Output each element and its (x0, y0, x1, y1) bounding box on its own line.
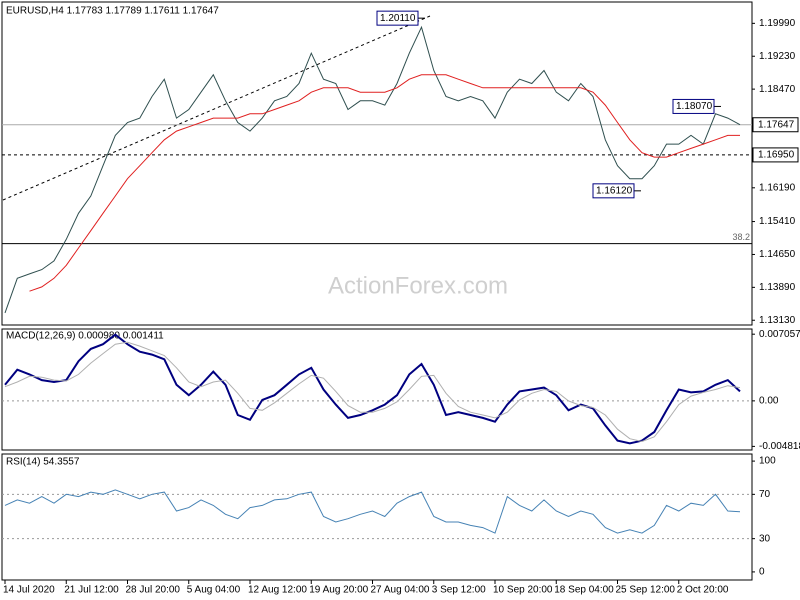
y-tick-label: 70 (759, 489, 771, 500)
x-tick-label: 27 Aug 04:00 (371, 585, 430, 596)
y-tick-label: 1.16190 (759, 182, 796, 193)
main-panel (1, 1, 753, 326)
x-tick-label: 14 Jul 2020 (3, 585, 55, 596)
macd-title: MACD(12,26,9) 0.000980 0.001411 (6, 331, 164, 342)
series-line (29, 74, 740, 292)
fib-label: 38.2 (732, 232, 750, 242)
y-tick-label: 30 (759, 533, 771, 544)
macd-panel (1, 328, 753, 451)
series-line (4, 341, 741, 443)
y-tick-label: 1.18470 (759, 84, 796, 95)
annotation-label: 1.18070 (676, 101, 713, 112)
current-price-box (752, 117, 799, 133)
support-label: 1.16950 (758, 150, 795, 161)
y-tick-label: -0.004818 (759, 441, 800, 452)
y-tick-label: 0.007057 (759, 329, 800, 340)
annotation-label: 1.16120 (596, 185, 633, 196)
annotation-box (592, 183, 635, 199)
x-tick-label: 18 Sep 04:00 (554, 585, 614, 596)
x-tick-label: 25 Sep 12:00 (616, 585, 676, 596)
y-tick-label: 1.15410 (759, 216, 796, 227)
x-tick-label: 12 Aug 12:00 (248, 585, 307, 596)
x-tick-label: 5 Aug 04:00 (187, 585, 241, 596)
support-box (752, 147, 799, 163)
x-tick-label: 2 Oct 20:00 (677, 585, 729, 596)
x-tick-label: 10 Sep 20:00 (493, 585, 553, 596)
x-tick-label: 3 Sep 12:00 (432, 585, 486, 596)
y-tick-label: 1.13890 (759, 282, 796, 293)
y-tick-label: 0 (759, 567, 765, 578)
rsi-panel (1, 453, 753, 581)
x-tick-label: 19 Aug 20:00 (309, 585, 368, 596)
trendline (2, 15, 431, 201)
y-tick-label: 1.19230 (759, 51, 796, 62)
x-tick-label: 21 Jul 12:00 (64, 585, 119, 596)
watermark: ActionForex.com (328, 272, 508, 299)
y-tick-label: 1.14650 (759, 249, 796, 260)
y-tick-label: 0.00 (759, 396, 779, 407)
main-title: EURUSD,H4 1.17783 1.17789 1.17611 1.1764… (6, 6, 219, 17)
y-tick-label: 1.13130 (759, 315, 796, 326)
series-line (4, 333, 741, 445)
rsi-title: RSI(14) 54.3557 (6, 457, 80, 468)
annotation-label: 1.20110 (380, 13, 416, 24)
y-tick-label: 100 (759, 456, 776, 467)
x-tick-label: 28 Jul 20:00 (126, 585, 181, 596)
series-line (4, 489, 741, 534)
current-price-label: 1.17647 (758, 119, 795, 130)
series-line (4, 25, 741, 314)
y-tick-label: 1.19990 (759, 18, 796, 29)
annotation-box (672, 98, 715, 114)
annotation-box (376, 10, 419, 26)
